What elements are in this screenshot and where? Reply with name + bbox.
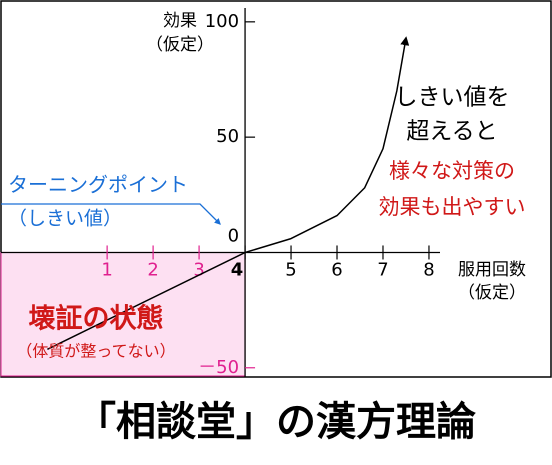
y-tick-label: 0 — [228, 225, 239, 246]
curve — [47, 36, 410, 350]
x-tick-label: 8 — [423, 259, 434, 280]
y-axis-label: （仮定） — [146, 35, 214, 55]
y-tick-label: 50 — [216, 126, 239, 147]
annotation-turning-point: ターニングポイント — [8, 173, 188, 197]
frame — [0, 0, 552, 378]
x-tick-label: 1 — [101, 259, 112, 280]
x-tick-label: 4 — [231, 259, 244, 280]
y-tick-label: －50 — [198, 357, 239, 378]
x-tick-label: 5 — [285, 259, 296, 280]
x-axis-label: （仮定） — [458, 283, 526, 303]
annotation-state: （体質が整ってない） — [16, 342, 175, 361]
annotation-turning-point: （しきい値） — [8, 208, 122, 230]
x-axis-label: 服用回数 — [458, 260, 526, 280]
x-tick-label: 7 — [377, 259, 388, 280]
turning-point-arrow — [1, 203, 221, 225]
x-tick-label: 6 — [331, 259, 342, 280]
title: 「相談堂」の漢方理論 — [76, 398, 476, 445]
annotation-effect: 効果も出やすい — [379, 195, 526, 219]
annotation-threshold: しきい値を — [395, 85, 510, 111]
annotation-state: 壊証の状態 — [29, 303, 164, 335]
y-tick-label: 100 — [205, 11, 239, 32]
x-tick-label: 2 — [147, 259, 158, 280]
annotation-threshold: 超えると — [406, 119, 497, 145]
annotation-effect: 様々な対策の — [389, 159, 515, 183]
x-tick-label: 3 — [193, 259, 204, 280]
y-axis-label: 効果 — [163, 11, 197, 31]
